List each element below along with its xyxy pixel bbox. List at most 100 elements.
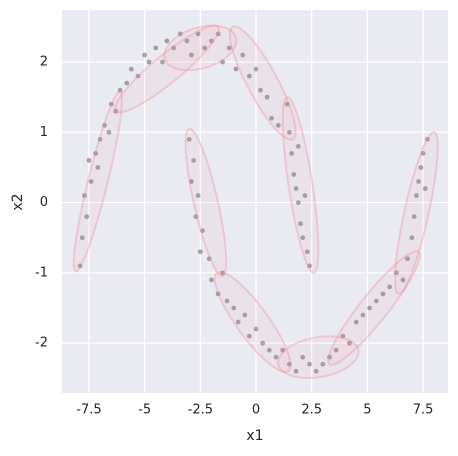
point (253, 66, 259, 72)
point (184, 38, 190, 44)
x-tick-label: -7.5 (76, 403, 101, 418)
point (380, 291, 386, 297)
point (297, 220, 304, 227)
point (117, 87, 123, 93)
point (268, 115, 275, 121)
point (146, 59, 152, 65)
point (242, 312, 248, 318)
y-tick-label: 2 (40, 55, 48, 70)
point (97, 136, 103, 143)
point (226, 45, 233, 51)
point (259, 340, 266, 346)
point (92, 150, 99, 157)
point (313, 368, 319, 374)
point (320, 361, 326, 367)
ellipse (327, 250, 421, 366)
y-tick-label: 0 (40, 195, 48, 210)
point (400, 277, 406, 283)
ellipse (277, 335, 360, 380)
point (353, 319, 359, 325)
point (304, 248, 310, 255)
point (306, 263, 313, 269)
x-tick-label: 2.5 (301, 403, 322, 418)
point (86, 157, 92, 164)
point (293, 185, 299, 192)
point (88, 178, 94, 185)
point (124, 80, 130, 86)
point (208, 38, 215, 44)
x-tick-label: 0 (252, 403, 260, 418)
point (239, 52, 246, 58)
ellipse (184, 127, 228, 278)
point (177, 31, 184, 37)
ellipse (113, 24, 220, 114)
x-tick-label: 5 (363, 403, 371, 418)
point (199, 227, 206, 234)
point (257, 87, 264, 93)
ellipse (393, 131, 439, 295)
x-tick-label: -5 (138, 403, 151, 418)
point (101, 122, 108, 129)
point (188, 52, 195, 58)
point (373, 298, 380, 304)
point (224, 298, 230, 304)
point (284, 101, 290, 107)
point (219, 270, 226, 276)
point (246, 333, 253, 339)
point (230, 305, 237, 311)
point (404, 256, 411, 262)
point (164, 38, 170, 44)
point (186, 136, 192, 143)
point (420, 150, 426, 157)
x-tick-label: -2.5 (188, 403, 213, 418)
point (170, 45, 177, 51)
point (264, 94, 270, 100)
y-tick-label: -2 (35, 336, 48, 351)
point (413, 192, 420, 199)
point (233, 66, 239, 72)
point (393, 270, 400, 276)
point (135, 73, 141, 79)
y-axis-label: x2 (10, 193, 26, 210)
point (409, 234, 415, 241)
point (202, 45, 208, 51)
point (193, 213, 199, 220)
point (159, 59, 166, 65)
y-tick-label: -1 (35, 265, 48, 280)
point (302, 192, 308, 199)
point (288, 150, 295, 157)
point (326, 354, 333, 360)
point (141, 52, 148, 58)
point (300, 234, 306, 241)
point (386, 284, 393, 290)
point (246, 73, 253, 79)
point (415, 178, 422, 185)
point (306, 361, 313, 367)
point (293, 368, 299, 374)
point (215, 31, 221, 37)
point (286, 129, 293, 136)
point (295, 199, 302, 206)
point (366, 305, 373, 311)
point (195, 31, 201, 37)
point (300, 354, 306, 360)
point (424, 136, 431, 143)
point (340, 333, 346, 339)
point (208, 277, 215, 283)
point (235, 319, 241, 325)
point (83, 213, 90, 220)
point (95, 164, 101, 171)
point (81, 192, 88, 199)
point (206, 256, 212, 262)
point (253, 326, 259, 332)
point (79, 234, 86, 241)
point (291, 171, 297, 178)
point (153, 45, 159, 51)
point (333, 347, 339, 353)
point (190, 157, 197, 164)
ellipse (281, 96, 320, 274)
point (128, 66, 135, 72)
y-tick-label: 1 (40, 125, 48, 140)
point (295, 143, 302, 150)
